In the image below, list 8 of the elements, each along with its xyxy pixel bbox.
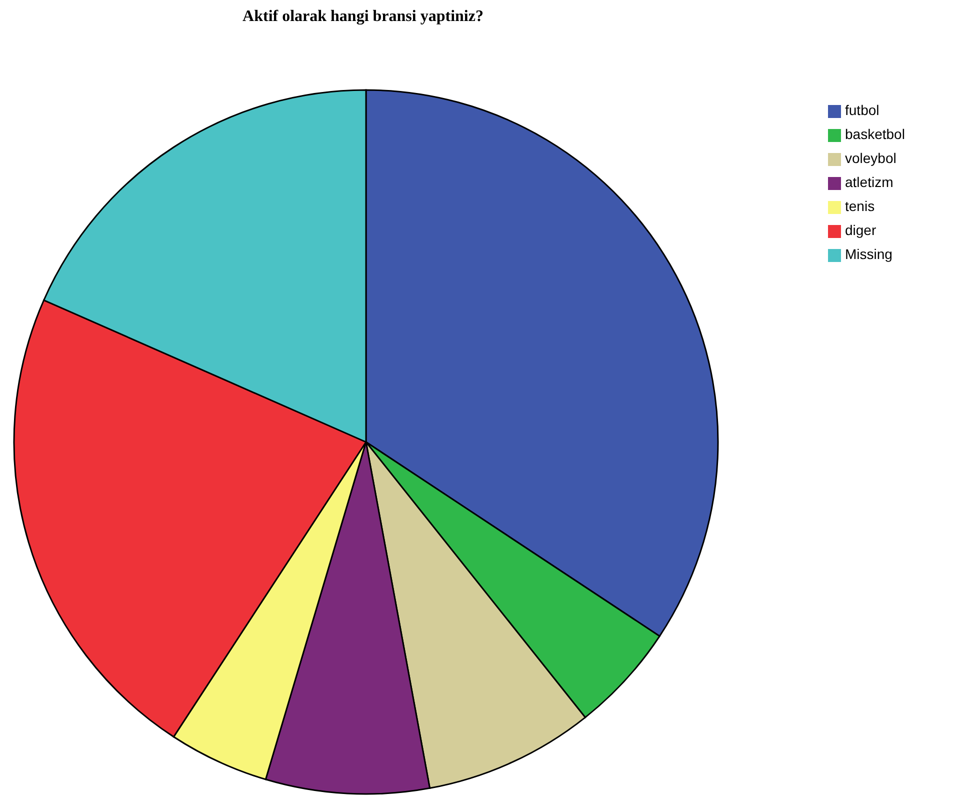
legend-label: tenis bbox=[845, 198, 875, 214]
legend-label: diger bbox=[845, 222, 876, 238]
legend-label: atletizm bbox=[845, 174, 894, 190]
legend-label: basketbol bbox=[845, 126, 905, 142]
chart-title: Aktif olarak hangi bransi yaptiniz? bbox=[242, 8, 484, 26]
legend-label: Missing bbox=[845, 246, 892, 262]
legend-label: voleybol bbox=[845, 150, 896, 166]
legend-label: futbol bbox=[845, 102, 880, 118]
